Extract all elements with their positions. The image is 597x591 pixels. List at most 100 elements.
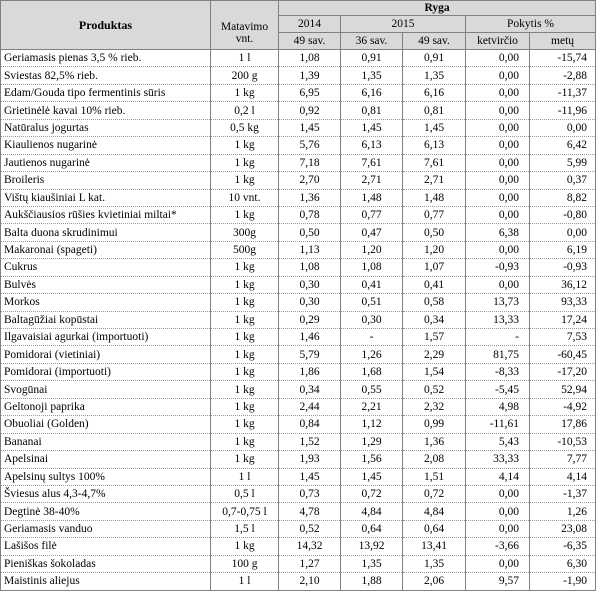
product-name: Pieniškas šokoladas xyxy=(0,554,211,573)
price-2015-w36: 1,88 xyxy=(340,572,403,591)
change-quarter: 0,00 xyxy=(465,118,530,137)
table-row: Maistinis aliejus 1 l 2,10 1,88 2,06 9,57 -1,9… xyxy=(0,572,597,591)
unit-cell: 1 kg xyxy=(210,362,279,381)
price-2015-w49: 1,35 xyxy=(402,554,466,573)
price-2015-w36: 0,47 xyxy=(340,223,403,242)
price-2015-w36: 1,12 xyxy=(340,415,403,434)
unit-cell: 1 kg xyxy=(210,450,279,468)
header-week49-2014: 49 sav. xyxy=(278,32,341,50)
table-row: Natūralus jogurtas 0,5 kg 1,45 1,45 1,45 0,00… xyxy=(0,118,597,137)
change-year: -1,37 xyxy=(528,484,597,503)
change-quarter: 4,98 xyxy=(465,397,530,416)
unit-cell: 1 kg xyxy=(210,327,279,346)
price-2015-w36: 1,68 xyxy=(340,362,403,381)
price-2015-w36: 1,20 xyxy=(340,240,403,259)
price-2015-w49: 2,71 xyxy=(402,171,466,189)
change-year: 17,24 xyxy=(528,310,597,329)
unit-cell: 500g xyxy=(210,240,279,259)
price-2015-w36: 0,91 xyxy=(340,49,403,67)
change-quarter: -0,93 xyxy=(465,258,530,277)
price-2014-w49: 2,10 xyxy=(278,572,341,591)
price-2015-w36: 1,45 xyxy=(340,118,403,137)
price-2015-w49: 6,13 xyxy=(402,136,466,155)
product-name: Morkos xyxy=(0,293,211,312)
change-year: 6,19 xyxy=(528,240,597,259)
product-name: Natūralus jogurtas xyxy=(0,118,211,137)
unit-cell: 1 kg xyxy=(210,293,279,312)
change-quarter: -5,45 xyxy=(465,380,530,399)
price-2015-w36: 0,64 xyxy=(340,519,403,538)
product-name: Svogūnai xyxy=(0,380,211,399)
unit-cell: 1 kg xyxy=(210,537,279,556)
change-year: -10,53 xyxy=(528,432,597,451)
table-row: Kiaulienos nugarinė 1 kg 5,76 6,13 6,13 0,00 6… xyxy=(0,136,597,155)
price-2014-w49: 6,95 xyxy=(278,83,341,102)
change-quarter: 13,33 xyxy=(465,310,530,329)
product-name: Bananai xyxy=(0,432,211,451)
price-2015-w36: 1,48 xyxy=(340,188,403,207)
table-row: Pomidorai (importuoti) 1 kg 1,86 1,68 1,54 -8… xyxy=(0,362,597,381)
change-year: -4,92 xyxy=(528,397,597,416)
header-change: Pokytis % xyxy=(464,15,597,33)
table-row: Degtinė 38-40% 0,7-0,75 l 4,78 4,84 4,84 0,00… xyxy=(0,502,597,521)
change-year: 36,12 xyxy=(528,275,597,294)
change-year: 6,42 xyxy=(528,136,597,155)
change-quarter: 0,00 xyxy=(465,101,530,120)
unit-cell: 1 kg xyxy=(210,310,279,329)
table-body: Geriamasis pienas 3,5 % rieb. 1 l 1,08 0,91… xyxy=(0,49,597,591)
price-2014-w49: 5,79 xyxy=(278,345,341,364)
price-2015-w49: 0,41 xyxy=(402,275,466,294)
price-2014-w49: 5,76 xyxy=(278,136,341,155)
unit-cell: 1 kg xyxy=(210,275,279,294)
change-year: -6,35 xyxy=(528,537,597,556)
change-year: 7,53 xyxy=(528,327,597,346)
change-quarter: -3,66 xyxy=(465,537,530,556)
unit-cell: 1 kg xyxy=(210,397,279,416)
product-name: Sviestas 82,5% rieb. xyxy=(0,66,211,85)
price-2015-w36: 0,81 xyxy=(340,101,403,120)
unit-cell: 1 kg xyxy=(210,380,279,399)
change-year: -0,93 xyxy=(528,258,597,277)
table-row: Apelsinų sultys 100% 1 l 1,45 1,45 1,51 4,14 4… xyxy=(0,467,597,486)
price-2015-w36: 4,84 xyxy=(340,502,403,521)
unit-cell: 300g xyxy=(210,223,279,242)
price-2015-w49: 7,61 xyxy=(402,153,466,172)
price-2015-w36: 0,72 xyxy=(340,484,403,503)
table-row: Sviestas 82,5% rieb. 200 g 1,39 1,35 1,35 0,0… xyxy=(0,66,597,85)
table-row: Vištų kiaušiniai L kat. 10 vnt. 1,36 1,48 1,… xyxy=(0,188,597,207)
price-2014-w49: 1,45 xyxy=(278,467,341,486)
price-2014-w49: 1,08 xyxy=(278,258,341,277)
table-row: Morkos 1 kg 0,30 0,51 0,58 13,73 93,33 xyxy=(0,293,597,312)
table-row: Svogūnai 1 kg 0,34 0,55 0,52 -5,45 52,94 xyxy=(0,380,597,399)
product-name: Aukščiausios rūšies kvietiniai miltai* xyxy=(0,205,211,224)
change-quarter: 0,00 xyxy=(465,240,530,259)
table-row: Apelsinai 1 kg 1,93 1,56 2,08 33,33 7,77 xyxy=(0,450,597,468)
price-2015-w36: 0,77 xyxy=(340,205,403,224)
table-row: Cukrus 1 kg 1,08 1,08 1,07 -0,93 -0,93 xyxy=(0,258,597,277)
price-2015-w49: 0,72 xyxy=(402,484,466,503)
price-2015-w36: 6,16 xyxy=(340,83,403,102)
unit-cell: 100 g xyxy=(210,554,279,573)
unit-cell: 1 kg xyxy=(210,171,279,189)
change-year: 52,94 xyxy=(528,380,597,399)
product-name: Kiaulienos nugarinė xyxy=(0,136,211,155)
change-quarter: 0,00 xyxy=(465,484,530,503)
change-year: -11,37 xyxy=(528,83,597,102)
change-quarter: 0,00 xyxy=(465,136,530,155)
change-quarter: 0,00 xyxy=(465,275,530,294)
header-year-change: metų xyxy=(528,32,597,50)
change-year: -0,80 xyxy=(528,205,597,224)
header-unit-line1: Matavimo xyxy=(210,0,279,33)
price-2014-w49: 1,45 xyxy=(278,118,341,137)
change-quarter: 0,00 xyxy=(465,171,530,189)
unit-cell: 1 kg xyxy=(210,345,279,364)
product-name: Cukrus xyxy=(0,258,211,277)
price-2015-w49: 1,07 xyxy=(402,258,466,277)
header-week49-2015: 49 sav. xyxy=(402,32,466,50)
price-2014-w49: 0,50 xyxy=(278,223,341,242)
price-2014-w49: 1,27 xyxy=(278,554,341,573)
table-row: Obuoliai (Golden) 1 kg 0,84 1,12 0,99 -11,61 1… xyxy=(0,415,597,434)
price-2015-w49: 1,57 xyxy=(402,327,466,346)
change-year: -1,90 xyxy=(528,572,597,591)
